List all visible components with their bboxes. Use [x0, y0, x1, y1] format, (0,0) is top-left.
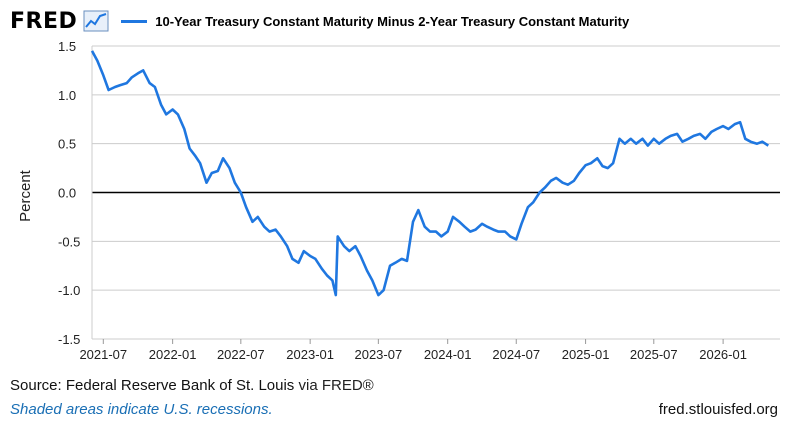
y-tick-label: 1.5: [58, 39, 76, 54]
legend-swatch: [121, 19, 148, 23]
legend-series-label: 10-Year Treasury Constant Maturity Minus…: [155, 13, 630, 29]
y-tick-label: -0.5: [58, 234, 80, 249]
x-tick-label: 2021-07: [79, 347, 127, 362]
x-tick-label: 2024-07: [492, 347, 540, 362]
series-line[interactable]: [90, 50, 770, 297]
y-tick-label: -1.5: [58, 332, 80, 347]
fred-link[interactable]: via FRED®: [298, 377, 374, 394]
x-axis-ticks: 2021-07 2022-01 2022-07 2023-01 2023-07 2024-…: [79, 339, 747, 362]
site-link[interactable]: fred.stlouisfed.org: [658, 401, 778, 418]
recession-note: Shaded areas indicate U.S. recessions.: [10, 401, 273, 418]
x-tick-label: 2022-01: [149, 347, 197, 362]
x-tick-label: 2023-07: [354, 347, 402, 362]
y-tick-label: 0.5: [58, 137, 76, 152]
source-line: Source: Federal Reserve Bank of St. Loui…: [10, 377, 374, 394]
fred-logo[interactable]: FRED: [10, 8, 78, 34]
y-tick-label: 1.0: [58, 88, 76, 103]
trend-chart-icon: [83, 10, 109, 32]
x-tick-label: 2022-07: [217, 347, 265, 362]
source-text: Source: Federal Reserve Bank of St. Loui…: [10, 377, 295, 394]
y-axis-label: Percent: [17, 169, 34, 222]
x-tick-label: 2026-01: [699, 347, 747, 362]
x-tick-label: 2024-01: [424, 347, 472, 362]
y-tick-label: -1.0: [58, 283, 80, 298]
x-tick-label: 2023-01: [286, 347, 334, 362]
y-axis-ticks: 1.5 1.0 0.5 0.0 -0.5 -1.0 -1.5: [58, 39, 80, 347]
chart-header: FRED 10-Year Treasury Constant Maturity …: [10, 6, 629, 36]
x-tick-label: 2025-07: [630, 347, 678, 362]
y-tick-label: 0.0: [58, 186, 76, 201]
x-tick-label: 2025-01: [562, 347, 610, 362]
grid-lines: [92, 45, 780, 340]
